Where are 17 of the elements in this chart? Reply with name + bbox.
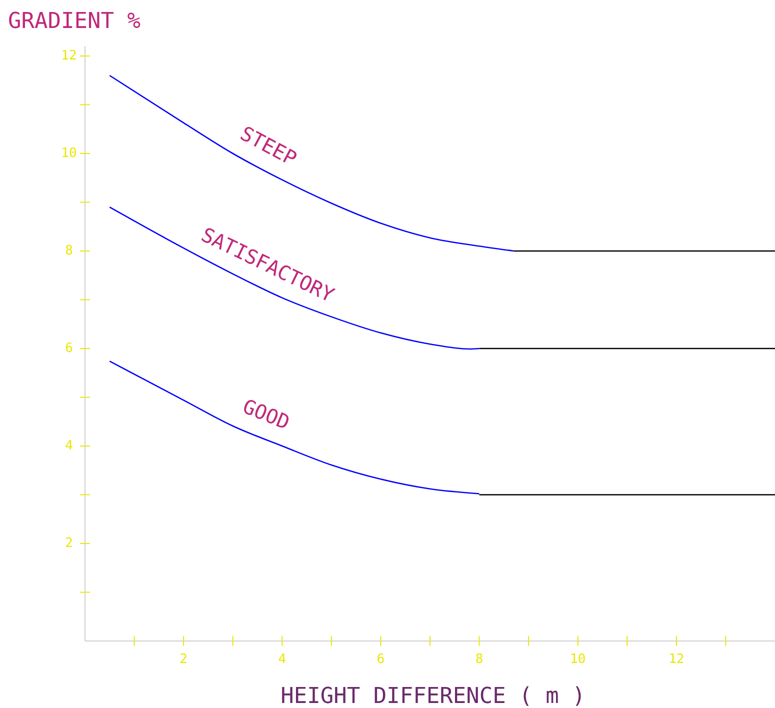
x-axis-title: HEIGHT DIFFERENCE ( m ) [280, 684, 586, 708]
x-tick-label: 10 [570, 652, 586, 667]
x-tick-label: 4 [278, 652, 286, 667]
y-axis-title: GRADIENT % [8, 9, 140, 34]
x-tick-label: 12 [668, 652, 684, 667]
x-tick-label: 6 [376, 652, 385, 667]
y-tick-label: 12 [61, 48, 77, 64]
y-tick-label: 6 [65, 341, 73, 356]
line-series [108, 206, 480, 350]
x-tick-label: 2 [180, 652, 188, 667]
text: GOOD [240, 394, 294, 434]
y-tick-label: 10 [61, 146, 77, 162]
x-tick-label: 8 [475, 652, 484, 667]
y-tick-label: 4 [65, 438, 74, 454]
y-tick-label: 8 [65, 244, 73, 259]
line-series [108, 360, 480, 494]
y-tick-label: 2 [65, 536, 73, 552]
